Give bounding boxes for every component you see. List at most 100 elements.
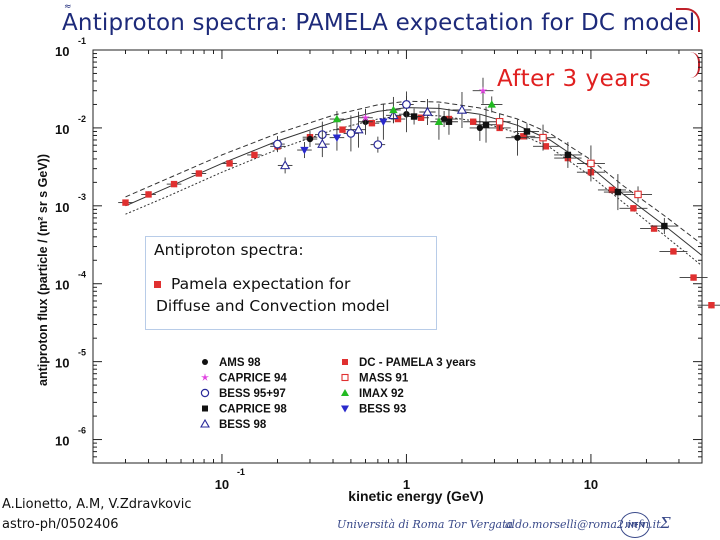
slide-title: Antiproton spectra: PAMELA expectation f… (62, 10, 696, 36)
model-curve-line (125, 107, 703, 256)
corner-arc-icon (676, 8, 700, 32)
legend-marker-bess-93 (341, 405, 349, 413)
point-caprice-98 (445, 118, 453, 125)
point-bess-95-97 (346, 129, 356, 138)
y-tick-exponent: -5 (78, 348, 86, 358)
infn-logo: INFN (620, 512, 650, 538)
university-seal-icon: Σ (660, 514, 671, 532)
inset-line-2: Pamela expectation for (154, 275, 350, 293)
after-years-label: After 3 years (497, 66, 652, 92)
point-ams-98 (514, 134, 521, 141)
x-axis-label: kinetic energy (GeV) (348, 488, 483, 504)
point-caprice-98 (661, 222, 668, 230)
point-ams-98 (306, 135, 314, 143)
point-bess-93 (300, 146, 309, 155)
point-imax-92 (389, 105, 398, 114)
point-bess-98 (353, 124, 364, 134)
point-dc-pamela-3-years (170, 180, 178, 188)
legend-label-caprice-98: CAPRICE 98 (219, 404, 287, 416)
inset-line-2-text: Pamela expectation for (171, 275, 351, 293)
y-tick-label: 10 (55, 278, 69, 293)
point-dc-pamela-3-years (630, 205, 637, 212)
point-imax-92 (434, 117, 444, 125)
legend-label-bess-98: BESS 98 (219, 419, 267, 431)
legend-marker-bess-95-97 (200, 388, 210, 398)
point-dc-pamela-3-years (145, 191, 152, 198)
legend-marker-caprice-94 (201, 373, 209, 381)
point-bess-93 (379, 118, 388, 126)
legend-marker-ams-98 (202, 359, 208, 365)
legend-marker-mass-91 (341, 373, 349, 382)
point-dc-pamela-3-years (195, 170, 203, 177)
point-dc-pamela-3-years (122, 199, 129, 206)
x-tick-label: 10 (584, 477, 598, 492)
inset-line-3: Diffuse and Convection model (156, 297, 390, 315)
y-tick-exponent: -4 (78, 270, 86, 280)
point-caprice-98 (614, 188, 622, 196)
point-dc-pamela-3-years (608, 186, 616, 194)
point-dc-pamela-3-years (417, 114, 425, 121)
legend-marker-imax-92 (341, 389, 349, 396)
point-imax-92 (487, 100, 496, 108)
point-caprice-98 (482, 121, 490, 128)
point-dc-pamela-3-years (339, 126, 346, 133)
point-caprice-94 (361, 113, 370, 122)
footer-university: Università di Roma Tor Vergata (337, 518, 514, 531)
point-caprice-98 (564, 151, 572, 159)
legend-label-imax-92: IMAX 92 (359, 388, 404, 400)
x-tick-label: 1 (403, 477, 410, 492)
point-caprice-98 (410, 113, 418, 120)
point-bess-98 (422, 106, 433, 116)
point-mass-91 (539, 133, 547, 142)
point-dc-pamela-3-years (542, 143, 550, 150)
y-tick-label: 10 (55, 356, 69, 371)
inset-caption-box: Antiproton spectra: Pamela expectation f… (145, 236, 437, 330)
point-dc-pamela-3-years (469, 118, 477, 125)
data-points (118, 77, 720, 309)
point-mass-91 (587, 159, 595, 168)
y-tick-exponent: -2 (78, 114, 86, 124)
point-bess-93 (332, 134, 342, 142)
point-dc-pamela-3-years (226, 160, 233, 167)
legend-label-bess-93: BESS 93 (359, 404, 406, 416)
point-ams-98 (476, 124, 484, 132)
point-mass-91 (634, 190, 642, 199)
footer-reference: astro-ph/0502406 (2, 517, 119, 532)
legend-label-caprice-94: CAPRICE 94 (219, 373, 287, 385)
y-tick-exponent: -3 (78, 192, 86, 202)
point-dc-pamela-3-years (690, 274, 697, 281)
point-dc-pamela-3-years (670, 248, 677, 255)
y-axis-label: antiproton flux (particle / (m² sr s GeV… (36, 154, 50, 386)
y-tick-exponent: -1 (78, 36, 86, 46)
y-tick-label: 10 (55, 434, 69, 449)
legend-label-bess-95-97: BESS 95+97 (219, 388, 286, 400)
point-bess-95-97 (402, 100, 411, 109)
point-imax-92 (332, 114, 342, 123)
point-caprice-94 (478, 86, 488, 95)
y-tick-label: 10 (55, 200, 69, 215)
model-curve-line (125, 100, 703, 245)
title-decoration-icon: ≈ (64, 2, 72, 12)
point-mass-91 (495, 117, 504, 126)
point-dc-pamela-3-years (368, 119, 376, 127)
point-bess-95-97 (273, 139, 282, 149)
x-tick-label: 10 (215, 477, 229, 492)
legend-label-mass-91: MASS 91 (359, 373, 409, 385)
y-tick-label: 10 (55, 122, 69, 137)
point-bess-98 (456, 104, 468, 114)
legend-label-ams-98: AMS 98 (219, 357, 261, 369)
point-caprice-98 (523, 128, 531, 135)
legend-marker-caprice-98 (202, 405, 208, 412)
point-dc-pamela-3-years (708, 302, 715, 309)
point-dc-pamela-3-years (650, 225, 658, 232)
axis-ticks: 10-111010210-110-210-310-410-510-6 (55, 36, 703, 492)
inset-line-1: Antiproton spectra: (154, 241, 304, 259)
footer-authors: A.Lionetto, A.M, V.Zdravkovic (2, 497, 192, 512)
point-bess-98 (317, 138, 328, 148)
corner-bracket-icon (684, 52, 700, 78)
point-dc-pamela-3-years (251, 151, 258, 159)
point-bess-98 (279, 160, 291, 170)
legend-marker-dc-pamela-3-years (342, 359, 348, 365)
legend: AMS 98 CAPRICE 94 BESS 95+97 CAPRICE 98 BESS… (200, 357, 476, 431)
